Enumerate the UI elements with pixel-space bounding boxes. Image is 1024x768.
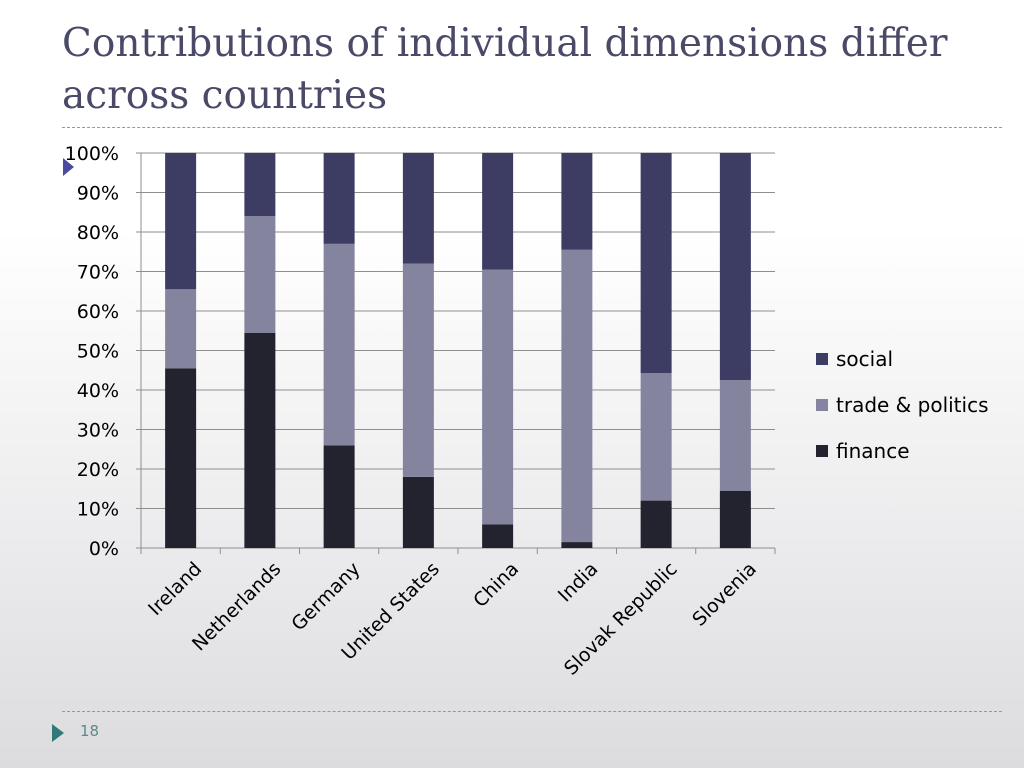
y-tick-label: 60%	[77, 301, 119, 323]
footer-marker-icon	[52, 724, 64, 742]
y-tick-label: 30%	[77, 420, 119, 442]
legend-label-trade-politics: trade & politics	[836, 393, 989, 417]
slide-title: Contributions of individual dimensions d…	[62, 21, 948, 118]
legend-swatch-social	[816, 353, 828, 365]
x-tick-label-slovenia: Slovenia	[688, 558, 761, 631]
legend-swatch-finance	[816, 445, 828, 457]
y-tick-label: 80%	[77, 222, 119, 244]
bar-slovak-republic-trade-politics	[640, 373, 672, 501]
bar-india-trade-politics	[561, 249, 593, 543]
bar-slovenia-trade-politics	[719, 380, 751, 491]
legend-item-finance: finance	[816, 428, 989, 474]
bar-united-states-social	[402, 153, 434, 264]
bar-ireland-finance	[165, 368, 197, 548]
bar-slovak-republic-social	[640, 153, 672, 374]
bar-united-states-trade-politics	[402, 263, 434, 477]
bar-ireland-social	[165, 153, 197, 290]
y-tick-label: 90%	[77, 183, 119, 205]
bar-germany-social	[323, 153, 355, 244]
bar-netherlands-finance	[244, 332, 276, 548]
bar-china-finance	[482, 524, 514, 548]
y-tick-label: 50%	[77, 341, 119, 363]
chart-legend: social trade & politics finance	[816, 336, 989, 474]
y-tick-label: 0%	[89, 538, 119, 560]
x-tick-label-germany: Germany	[287, 558, 364, 635]
bar-netherlands-social	[244, 153, 276, 217]
y-tick-label: 10%	[77, 499, 119, 521]
bar-united-states-finance	[402, 476, 434, 548]
slide-marker-icon	[63, 158, 74, 176]
title-divider	[62, 127, 1002, 128]
legend-swatch-trade-politics	[816, 399, 828, 411]
bar-china-trade-politics	[482, 269, 514, 525]
x-tick-label-china: China	[469, 558, 523, 612]
bar-india-social	[561, 153, 593, 250]
bar-ireland-trade-politics	[165, 289, 197, 369]
page-number: 18	[80, 722, 100, 740]
legend-item-social: social	[816, 336, 989, 382]
legend-label-finance: finance	[836, 439, 910, 463]
bar-slovak-republic-finance	[640, 500, 672, 548]
footer-divider	[62, 711, 1002, 712]
x-tick-label-ireland: Ireland	[144, 558, 206, 620]
bar-netherlands-trade-politics	[244, 216, 276, 333]
bar-germany-trade-politics	[323, 243, 355, 446]
bar-slovenia-social	[719, 153, 751, 381]
y-tick-label: 100%	[65, 143, 119, 165]
bar-china-social	[482, 153, 514, 270]
bar-slovenia-finance	[719, 490, 751, 548]
y-tick-label: 70%	[77, 262, 119, 284]
y-tick-label: 40%	[77, 380, 119, 402]
legend-label-social: social	[836, 347, 894, 371]
bar-germany-finance	[323, 445, 355, 548]
legend-item-trade-politics: trade & politics	[816, 382, 989, 428]
bar-india-finance	[561, 542, 593, 548]
x-tick-label-india: India	[554, 558, 603, 607]
y-tick-label: 20%	[77, 459, 119, 481]
